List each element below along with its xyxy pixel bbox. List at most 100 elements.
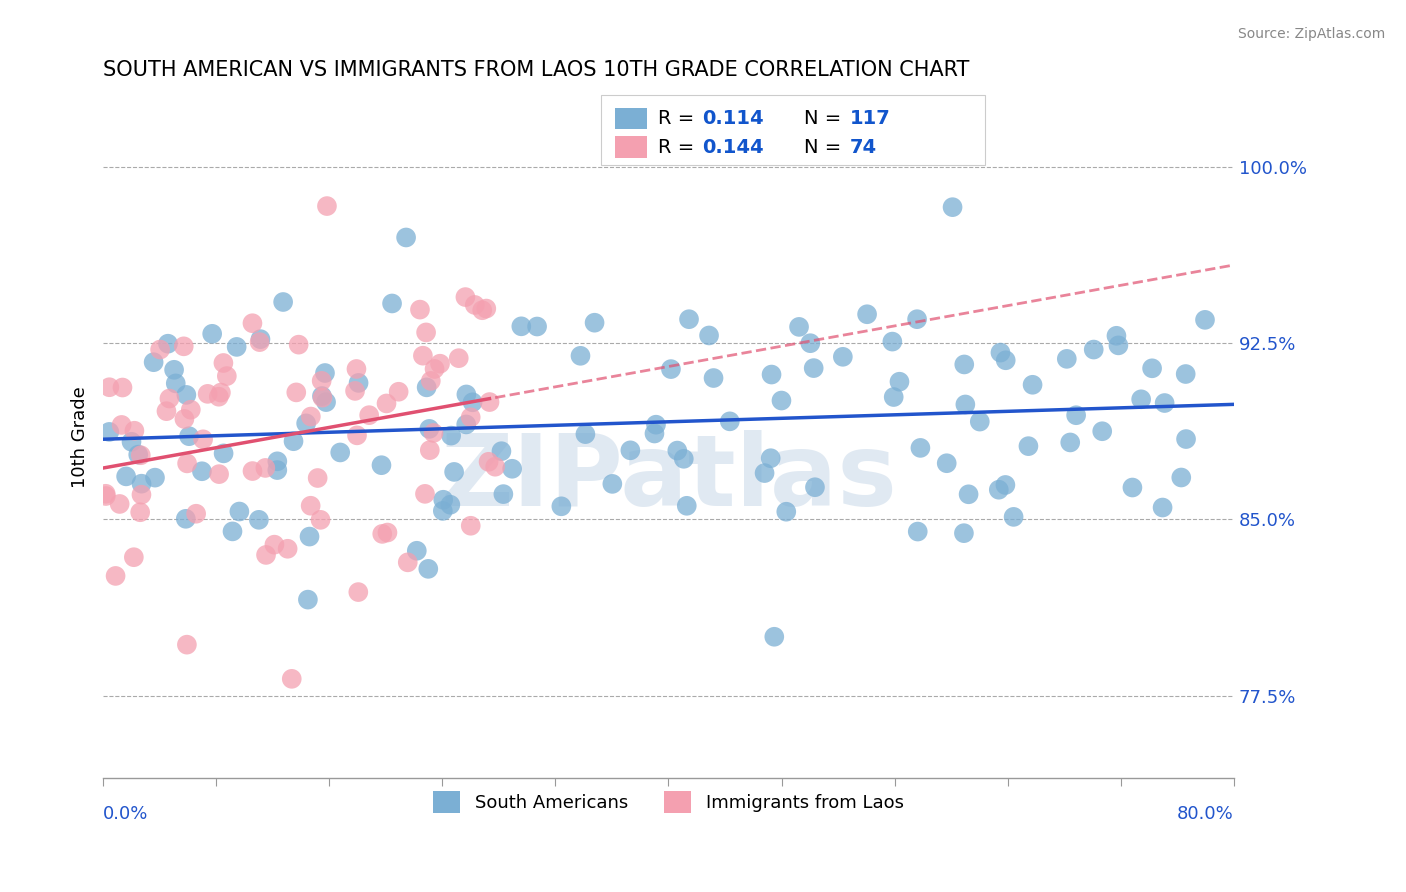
Point [569, 349, 592, 363]
Point [177, 429, 200, 443]
Point [108, 497, 131, 511]
Point [316, 199, 339, 213]
Point [283, 434, 305, 449]
Point [297, 592, 319, 607]
Point [754, 466, 776, 480]
Text: 80.0%: 80.0% [1177, 805, 1234, 823]
Point [159, 392, 181, 406]
Point [370, 458, 392, 473]
Point [429, 357, 451, 371]
Point [311, 389, 333, 403]
Point [672, 451, 695, 466]
Point [215, 369, 238, 384]
Point [574, 427, 596, 442]
Point [1140, 361, 1163, 376]
Point [1056, 351, 1078, 366]
Point [1174, 367, 1197, 381]
Point [1064, 409, 1087, 423]
Point [439, 498, 461, 512]
Point [910, 441, 932, 455]
Point [432, 492, 454, 507]
Point [311, 374, 333, 388]
Point [1002, 509, 1025, 524]
Point [344, 384, 367, 398]
Point [510, 319, 533, 334]
Point [492, 487, 515, 501]
Text: 74: 74 [849, 138, 876, 157]
Point [804, 480, 827, 494]
Point [346, 362, 368, 376]
Point [1091, 424, 1114, 438]
Point [953, 526, 976, 541]
Point [347, 376, 370, 390]
Point [266, 463, 288, 477]
Text: Source: ZipAtlas.com: Source: ZipAtlas.com [1237, 27, 1385, 41]
Point [201, 326, 224, 341]
FancyBboxPatch shape [616, 108, 647, 129]
Point [165, 376, 187, 391]
Point [176, 456, 198, 470]
Point [905, 312, 928, 326]
Point [247, 513, 270, 527]
Point [191, 464, 214, 478]
Point [659, 362, 682, 376]
Point [127, 448, 149, 462]
Point [225, 340, 247, 354]
Point [440, 428, 463, 442]
Point [969, 415, 991, 429]
Point [907, 524, 929, 539]
Point [1105, 328, 1128, 343]
Point [242, 316, 264, 330]
Text: 117: 117 [849, 109, 890, 128]
Point [1175, 432, 1198, 446]
Point [935, 456, 957, 470]
Point [381, 296, 404, 310]
Point [307, 471, 329, 485]
Point [186, 507, 208, 521]
Point [173, 339, 195, 353]
Point [1021, 377, 1043, 392]
Point [309, 513, 332, 527]
Point [271, 295, 294, 310]
Point [770, 393, 793, 408]
Point [412, 349, 434, 363]
Point [285, 385, 308, 400]
Point [454, 290, 477, 304]
Point [281, 672, 304, 686]
Point [491, 444, 513, 458]
Point [191, 432, 214, 446]
Point [419, 443, 441, 458]
Point [1083, 343, 1105, 357]
Point [98, 380, 121, 394]
Legend: South Americans, Immigrants from Laos: South Americans, Immigrants from Laos [426, 784, 911, 820]
Point [173, 412, 195, 426]
Point [990, 345, 1012, 359]
Point [953, 358, 976, 372]
Y-axis label: 10th Grade: 10th Grade [72, 386, 89, 488]
Point [212, 446, 235, 460]
Point [142, 355, 165, 369]
Point [799, 336, 821, 351]
FancyBboxPatch shape [616, 136, 647, 158]
Point [418, 422, 440, 436]
Point [675, 499, 697, 513]
Point [377, 525, 399, 540]
Point [212, 356, 235, 370]
Point [242, 464, 264, 478]
Point [1153, 396, 1175, 410]
Point [702, 371, 724, 385]
Point [94, 487, 117, 501]
Point [122, 550, 145, 565]
Point [131, 476, 153, 491]
Point [645, 417, 668, 432]
Point [359, 408, 381, 422]
Point [803, 361, 825, 376]
Point [583, 316, 606, 330]
Point [456, 417, 478, 432]
Point [955, 397, 977, 411]
Point [775, 505, 797, 519]
Point [759, 451, 782, 466]
Point [831, 350, 853, 364]
Point [432, 504, 454, 518]
Point [129, 505, 152, 519]
